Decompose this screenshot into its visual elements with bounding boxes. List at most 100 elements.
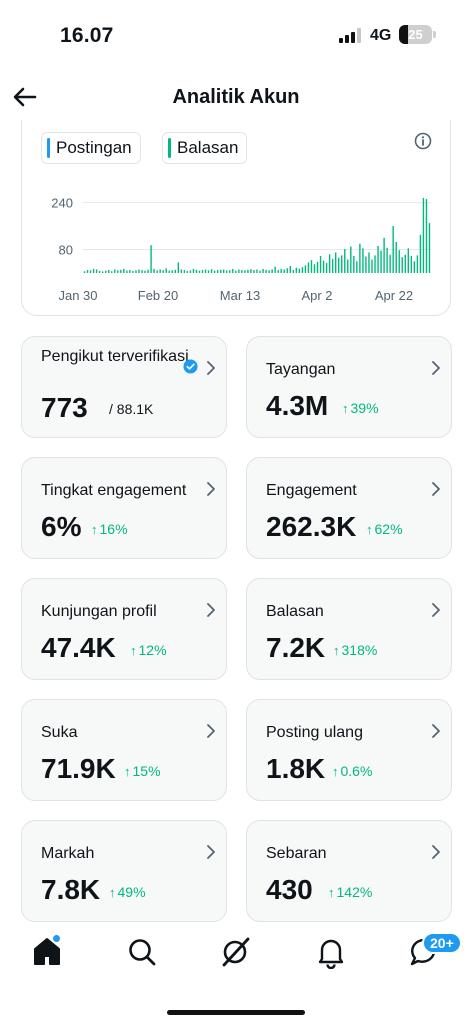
chart-bar xyxy=(180,269,183,273)
chevron-right-icon xyxy=(432,361,440,375)
chart-bar xyxy=(241,270,243,273)
home-icon[interactable] xyxy=(30,935,64,969)
chart-bar xyxy=(395,241,397,273)
chart-bar xyxy=(108,270,110,273)
chart-bar xyxy=(86,270,89,273)
metric-card[interactable]: Kunjungan profil 47.4K ↑ 12% xyxy=(21,578,227,680)
legend-posts-swatch xyxy=(47,138,50,158)
chevron-right-icon xyxy=(432,603,440,617)
chart-bar xyxy=(422,197,425,273)
metric-card[interactable]: Sebaran 430 ↑ 142% xyxy=(246,820,452,922)
battery-icon: 25 xyxy=(399,25,432,44)
x-tick-label: Apr 2 xyxy=(301,288,332,303)
metric-delta-value: 49% xyxy=(117,884,146,900)
chart-bar xyxy=(407,248,409,273)
back-arrow-icon[interactable] xyxy=(10,82,40,112)
chevron-right-icon xyxy=(207,603,215,617)
metric-title: Sebaran xyxy=(266,845,327,862)
chart-bar xyxy=(374,255,376,273)
metric-value: 6% xyxy=(41,511,82,542)
legend-replies[interactable]: Balasan xyxy=(162,132,248,164)
metric-title: Posting ulang xyxy=(266,724,363,741)
chart-bar xyxy=(114,269,116,273)
info-icon[interactable] xyxy=(414,132,432,150)
chart-bar xyxy=(150,245,152,273)
grok-icon[interactable] xyxy=(219,935,253,969)
chart-bar xyxy=(283,269,285,273)
chart-bar xyxy=(377,246,379,273)
bottom-tab-bar xyxy=(0,925,472,985)
chart-bar xyxy=(105,270,107,273)
metric-card[interactable]: Markah 7.8K ↑ 49% xyxy=(21,820,227,922)
chart-bar xyxy=(365,256,367,273)
chart-bar xyxy=(174,269,176,273)
x-tick-label: Mar 13 xyxy=(220,288,260,303)
metric-title: Markah xyxy=(41,845,95,862)
chart-bar xyxy=(156,270,158,273)
chart-bar xyxy=(244,270,246,273)
metric-delta-value: 62% xyxy=(374,521,403,537)
search-icon[interactable] xyxy=(125,935,159,969)
chart-bar xyxy=(198,270,201,273)
metric-delta-value: 12% xyxy=(138,642,167,658)
chart-bar xyxy=(189,270,192,273)
metric-delta: ↑ 142% xyxy=(328,884,372,900)
x-tick-label: Feb 20 xyxy=(138,288,178,303)
chart-bar xyxy=(201,270,204,273)
metric-delta-value: 16% xyxy=(99,521,128,537)
chart-bar xyxy=(141,270,143,273)
battery-level: 25 xyxy=(408,27,423,42)
chart-bar xyxy=(383,237,385,273)
chevron-right-icon xyxy=(207,845,215,859)
metric-card[interactable]: Tayangan 4.3M ↑ 39% xyxy=(246,336,452,438)
legend-replies-label: Balasan xyxy=(177,138,239,157)
chart-bar xyxy=(325,263,328,273)
legend-posts[interactable]: Postingan xyxy=(41,132,141,164)
chart-bar xyxy=(289,265,291,273)
chart-bar xyxy=(144,270,146,273)
chart-bar xyxy=(177,262,180,273)
chart-bar xyxy=(98,270,101,273)
chevron-right-icon xyxy=(207,724,215,738)
chevron-right-icon xyxy=(432,724,440,738)
status-bar: 16.07 4G 25 xyxy=(0,0,472,70)
metric-card[interactable]: Tingkat engagement 6% ↑ 16% xyxy=(21,457,227,559)
metric-card[interactable]: Suka 71.9K ↑ 15% xyxy=(21,699,227,801)
chart-bar xyxy=(404,254,406,273)
metric-card[interactable]: Engagement 262.3K ↑ 62% xyxy=(246,457,452,559)
metric-delta-value: 142% xyxy=(336,884,373,900)
chart-bar xyxy=(101,271,104,273)
chart-bar xyxy=(192,268,195,273)
bell-icon[interactable] xyxy=(314,935,348,969)
metric-delta-value: 15% xyxy=(132,763,161,779)
metric-delta-value: 39% xyxy=(350,400,379,416)
arrow-up-icon: ↑ xyxy=(91,522,98,537)
metric-title: Engagement xyxy=(266,482,357,499)
chart-bar xyxy=(274,266,276,273)
metric-value: 773 xyxy=(41,392,88,423)
chart-bar xyxy=(89,270,92,273)
chart-bar xyxy=(298,268,301,273)
arrow-up-icon: ↑ xyxy=(342,401,349,416)
chart-bar xyxy=(259,270,261,273)
chart-bar xyxy=(401,257,403,273)
metric-card[interactable]: Posting ulang 1.8K ↑ 0.6% xyxy=(246,699,452,801)
page-title: Analitik Akun xyxy=(172,86,300,108)
chart-bar xyxy=(271,269,273,273)
metric-value: 47.4K xyxy=(41,632,116,663)
metric-value: 430 xyxy=(266,874,313,905)
chart-bar xyxy=(307,262,310,273)
chart-bar xyxy=(195,269,198,273)
chart-bar xyxy=(210,269,213,273)
chart-bar xyxy=(235,270,237,273)
chart-bar xyxy=(362,248,364,273)
chart-bar xyxy=(413,261,416,273)
chart-bar xyxy=(350,246,352,273)
metric-value: 4.3M xyxy=(266,390,329,421)
chart-bar xyxy=(162,270,164,273)
metric-card[interactable]: Balasan 7.2K ↑ 318% xyxy=(246,578,452,680)
chart-bar xyxy=(111,271,113,273)
chart-bar xyxy=(322,260,325,273)
chart-bar xyxy=(120,269,122,273)
metric-card[interactable]: Pengikut terverifikasi 773 / 88.1K xyxy=(21,336,227,438)
